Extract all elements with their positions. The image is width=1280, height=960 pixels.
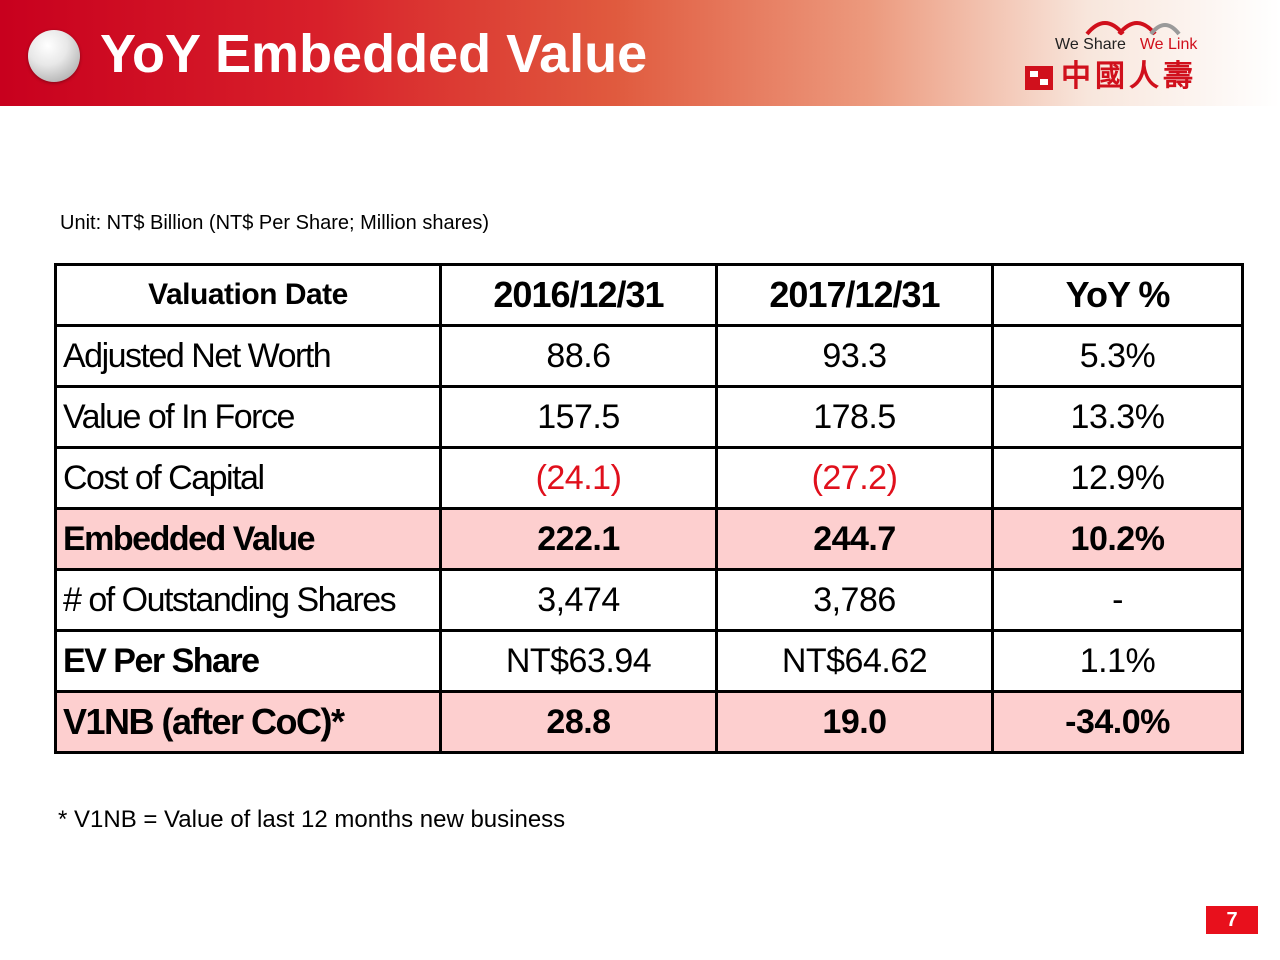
header-valuation-date: Valuation Date <box>54 263 442 327</box>
embedded-value-table: Valuation Date 2016/12/31 2017/12/31 YoY… <box>54 263 1244 754</box>
cell-yoy: 12.9% <box>991 446 1244 510</box>
page-title: YoY Embedded Value <box>100 24 648 84</box>
row-label: Adjusted Net Worth <box>54 324 442 388</box>
table-row-embedded-value: Embedded Value 222.1 244.7 10.2% <box>54 507 1244 571</box>
cell-yoy: 10.2% <box>991 507 1244 571</box>
cell-yoy: 1.1% <box>991 629 1244 693</box>
cell-2016: 222.1 <box>439 507 718 571</box>
header-2017: 2017/12/31 <box>715 263 994 327</box>
slogan-we-link: We Link <box>1139 36 1198 53</box>
cell-2016: 3,474 <box>439 568 718 632</box>
bullet-ball-icon <box>28 30 80 82</box>
cell-2017: 3,786 <box>715 568 994 632</box>
cell-2017: (27.2) <box>715 446 994 510</box>
logo-slogan: We Share We Link <box>1055 36 1197 54</box>
header-2016: 2016/12/31 <box>439 263 718 327</box>
table-row-outstanding-shares: # of Outstanding Shares 3,474 3,786 - <box>54 568 1244 632</box>
row-label: Embedded Value <box>54 507 442 571</box>
cell-2016: NT$63.94 <box>439 629 718 693</box>
row-label: Cost of Capital <box>54 446 442 510</box>
cell-2017: NT$64.62 <box>715 629 994 693</box>
cell-2017: 178.5 <box>715 385 994 449</box>
brand-name: 中國人壽 <box>1061 60 1197 93</box>
cell-2017: 19.0 <box>715 690 994 754</box>
cell-2016: 157.5 <box>439 385 718 449</box>
page-number: 7 <box>1206 906 1258 934</box>
row-label: Value of In Force <box>54 385 442 449</box>
table-row-adjusted-net-worth: Adjusted Net Worth 88.6 93.3 5.3% <box>54 324 1244 388</box>
cell-yoy: 5.3% <box>991 324 1244 388</box>
table-row-value-of-in-force: Value of In Force 157.5 178.5 13.3% <box>54 385 1244 449</box>
company-logo: We Share We Link 中國人壽 <box>1025 14 1245 94</box>
title-bar: YoY Embedded Value We Share We Link 中國人壽 <box>0 0 1280 106</box>
row-label: EV Per Share <box>54 629 442 693</box>
footnote: * V1NB = Value of last 12 months new bus… <box>58 806 566 833</box>
logo-arcs-icon <box>1085 21 1181 36</box>
cell-2016: 28.8 <box>439 690 718 754</box>
cell-yoy: - <box>991 568 1244 632</box>
cell-2017: 93.3 <box>715 324 994 388</box>
header-yoy: YoY % <box>991 263 1244 327</box>
slogan-we-share: We Share <box>1055 36 1126 53</box>
row-label: V1NB (after CoC)* <box>54 690 442 754</box>
table-row-ev-per-share: EV Per Share NT$63.94 NT$64.62 1.1% <box>54 629 1244 693</box>
cell-yoy: -34.0% <box>991 690 1244 754</box>
cell-2016: (24.1) <box>439 446 718 510</box>
table-row-v1nb: V1NB (after CoC)* 28.8 19.0 -34.0% <box>54 690 1244 754</box>
table-header-row: Valuation Date 2016/12/31 2017/12/31 YoY… <box>54 263 1244 327</box>
row-label: # of Outstanding Shares <box>54 568 442 632</box>
cell-2017: 244.7 <box>715 507 994 571</box>
china-life-logo-icon <box>1025 66 1053 90</box>
cell-2016: 88.6 <box>439 324 718 388</box>
unit-note: Unit: NT$ Billion (NT$ Per Share; Millio… <box>60 212 490 234</box>
table-row-cost-of-capital: Cost of Capital (24.1) (27.2) 12.9% <box>54 446 1244 510</box>
cell-yoy: 13.3% <box>991 385 1244 449</box>
